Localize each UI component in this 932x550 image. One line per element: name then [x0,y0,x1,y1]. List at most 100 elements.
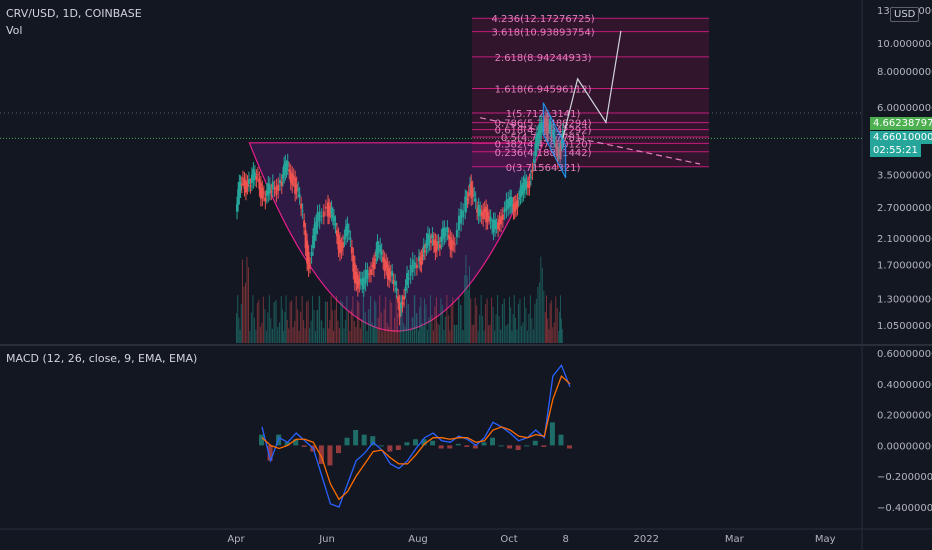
volume-bar [469,265,471,343]
candle-body [247,179,250,184]
candle-body [328,205,331,217]
volume-bar [422,326,424,343]
macd-histogram-bar [430,440,436,446]
candle-body [444,234,447,236]
candle-body [347,230,350,233]
candle-body [380,250,383,255]
candle-body [507,198,510,209]
volume-bar [349,330,351,343]
volume-bar [364,312,366,343]
candle-body [431,234,434,239]
currency-button[interactable]: USD [890,7,920,22]
candle-body [379,245,382,253]
volume-bar [421,323,423,343]
macd-histogram-bar [549,422,555,446]
candle-body [265,190,268,197]
candle-body [389,272,392,275]
volume-bar [462,330,464,343]
volume-bar [509,296,510,343]
price-tick-label: 2.10000000 [877,234,932,245]
candle-body [330,207,333,214]
candle-body [452,241,455,244]
volume-bar [491,297,493,343]
candle-body [413,262,416,269]
volume-bar [359,328,361,343]
macd-tick-label: −0.40000000 [877,503,932,514]
volume-bar [543,290,545,343]
volume-label[interactable]: Vol [6,24,23,37]
candle-body [400,302,403,309]
candle-body [460,209,463,224]
fib-level-label: 0.5(4.71387781) [501,133,585,144]
macd-histogram-bar [395,445,401,451]
candle-body [386,264,389,279]
candle-body [310,252,313,257]
volume-bar [516,329,518,343]
macd-histogram-bar [267,445,273,461]
macd-histogram-bar [301,445,307,447]
price-tick-label: 8.00000000 [877,67,932,78]
macd-histogram-bar [387,445,393,452]
volume-bar [376,328,378,343]
candle-body [435,241,438,250]
macd-histogram-bar [481,442,487,446]
volume-bar [540,256,542,343]
candle-body [346,223,349,235]
symbol-title[interactable]: CRV/USD, 1D, COINBASE [6,7,142,20]
fib-level-label: 0.236(4.18881442) [495,148,592,159]
volume-bar [295,295,297,343]
macd-histogram-bar [490,437,495,446]
candle-body [331,214,334,218]
volume-bar [419,306,421,343]
candle-body [446,227,449,233]
candle-body [388,268,391,281]
volume-bar [541,267,543,343]
volume-bar [318,295,321,343]
candle-body [488,216,491,218]
candle-body [306,240,309,264]
candle-body [403,296,406,300]
volume-bar [407,304,410,343]
volume-bar [479,314,481,343]
macd-tick-label: 0.00000000 [877,441,932,452]
trend-line [479,117,701,165]
candle-body [485,206,488,223]
volume-bar [292,327,294,343]
candle-body [237,189,240,205]
volume-bar [267,312,269,343]
volume-bar [253,317,255,343]
candle-body [249,185,252,187]
candle-body [391,271,394,277]
volume-bar [380,312,382,343]
macd-label[interactable]: MACD (12, 26, close, 9, EMA, EMA) [6,352,198,365]
volume-bar [489,324,491,343]
candle-body [361,279,364,286]
volume-bar [550,300,552,343]
volume-bar [537,287,539,343]
volume-bar [255,329,257,343]
candle-body [301,210,304,212]
candle-body [283,164,286,176]
macd-histogram-bar [378,445,384,447]
candle-body [292,175,295,180]
volume-bar [327,301,328,343]
fib-level-label: 3.618(10.93893754) [491,28,594,39]
fib-level-label: 0.382(4.47830120) [495,139,592,150]
price-tag-current: 4.66010000 [870,131,932,144]
volume-bar [273,302,275,343]
macd-histogram-bar [327,445,333,466]
candle-body [544,117,547,126]
volume-bar [480,295,482,343]
candle-body [516,200,519,208]
candle-body [415,264,418,268]
candle-body [523,178,526,191]
macd-tick-label: 0.20000000 [877,411,932,422]
candle-body [344,226,347,238]
candle-body [329,209,332,211]
candle-body [350,246,353,254]
candle-body [432,239,435,246]
volume-bar [369,296,372,343]
volume-bar [331,310,333,343]
signal-line [261,374,571,501]
candle-body [349,237,352,240]
